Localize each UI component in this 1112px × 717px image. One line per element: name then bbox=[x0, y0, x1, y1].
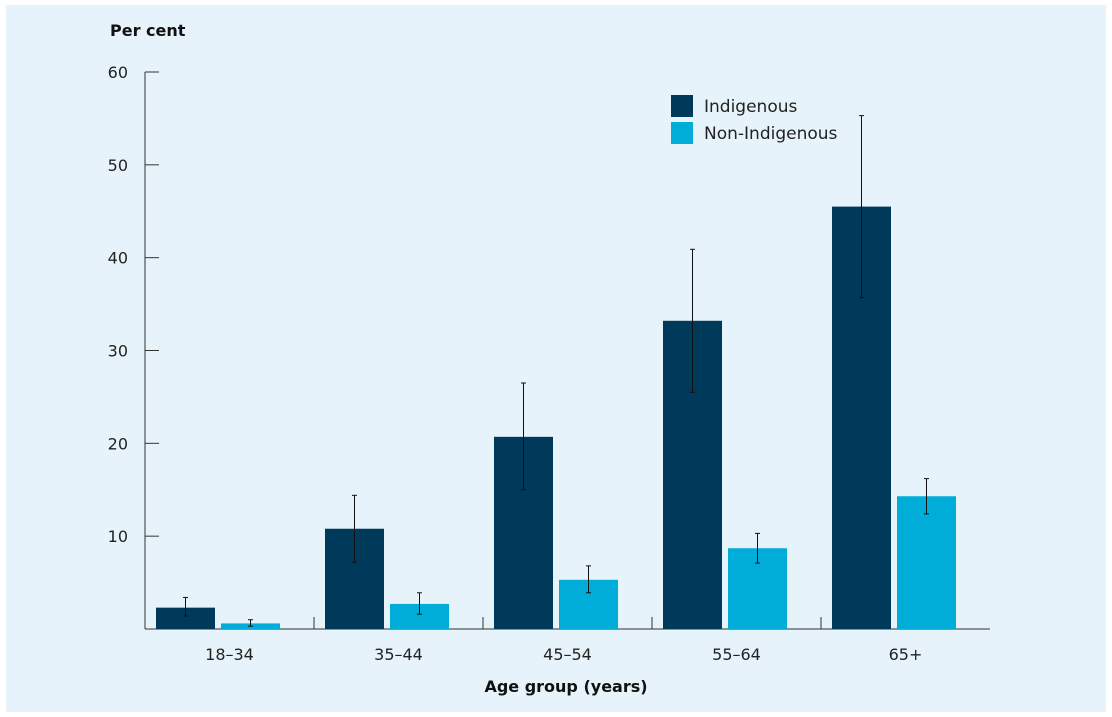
legend-swatch-indigenous bbox=[671, 95, 693, 117]
y-tick-label: 20 bbox=[108, 434, 128, 453]
bars bbox=[156, 206, 956, 629]
y-axis-title: Per cent bbox=[110, 21, 186, 40]
y-tick-label: 50 bbox=[108, 156, 128, 175]
x-tick-label: 18–34 bbox=[205, 645, 254, 664]
y-tick-label: 60 bbox=[108, 63, 128, 82]
y-tick-label: 10 bbox=[108, 527, 128, 546]
x-tick-label: 55–64 bbox=[712, 645, 761, 664]
y-tick-label: 30 bbox=[108, 342, 128, 361]
x-ticks: 18–34 35–44 45–54 55–64 65+ bbox=[205, 617, 922, 664]
legend-label-indigenous: Indigenous bbox=[704, 97, 798, 117]
legend-label-non-indigenous: Non-Indigenous bbox=[704, 124, 838, 144]
y-tick-label: 40 bbox=[108, 249, 128, 268]
y-ticks: 10 20 30 40 50 60 bbox=[108, 63, 159, 546]
legend: Indigenous Non-Indigenous bbox=[671, 95, 838, 144]
legend-swatch-non-indigenous bbox=[671, 122, 693, 144]
x-axis-title: Age group (years) bbox=[484, 677, 647, 696]
x-tick-label: 65+ bbox=[889, 645, 923, 664]
x-tick-label: 45–54 bbox=[543, 645, 592, 664]
bar-indigenous bbox=[156, 607, 215, 629]
bar-non-indigenous bbox=[897, 496, 956, 629]
x-tick-label: 35–44 bbox=[374, 645, 423, 664]
error-bars bbox=[183, 115, 929, 627]
